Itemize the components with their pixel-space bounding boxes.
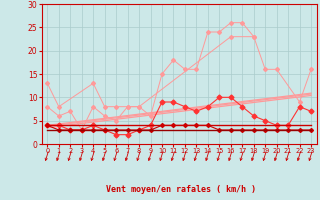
Text: Vent moyen/en rafales ( km/h ): Vent moyen/en rafales ( km/h ) [106, 185, 256, 194]
